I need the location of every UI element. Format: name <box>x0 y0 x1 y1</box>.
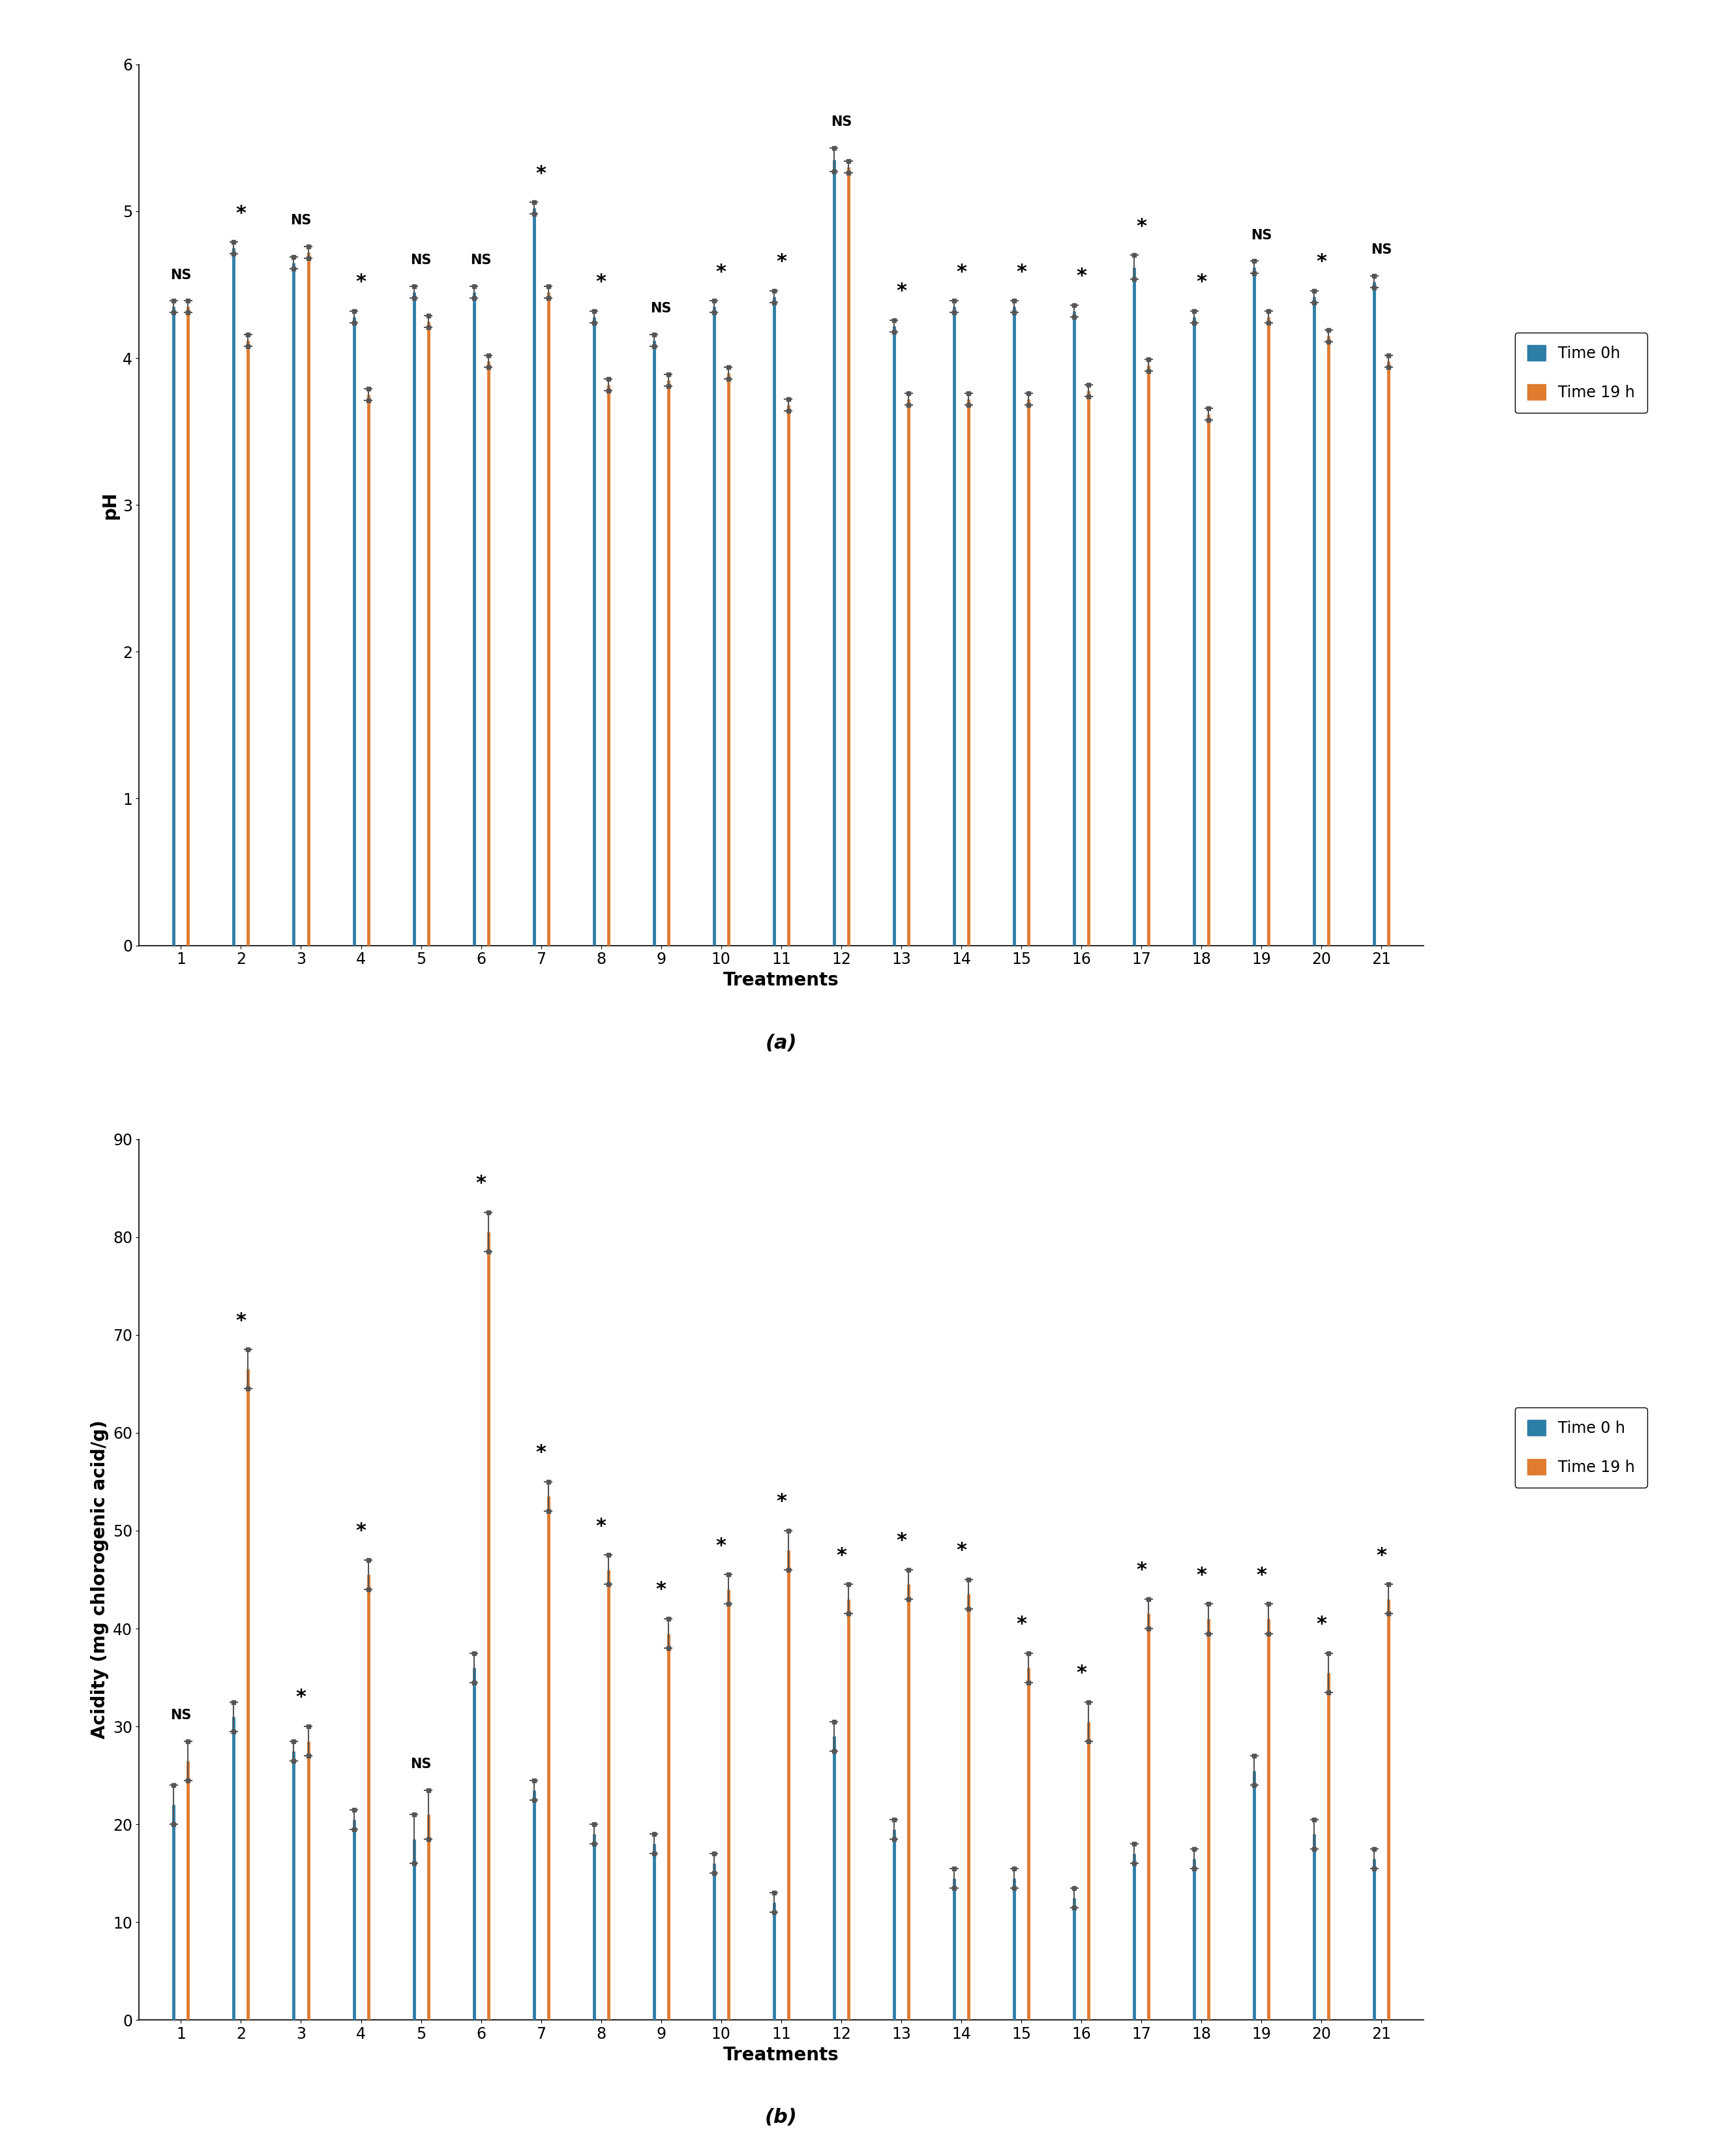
Text: *: * <box>1316 251 1326 271</box>
Legend: Time 0 h, Time 19 h: Time 0 h, Time 19 h <box>1516 1408 1647 1487</box>
Text: *: * <box>536 163 547 183</box>
Text: NS: NS <box>1252 228 1272 243</box>
Text: *: * <box>1076 266 1087 286</box>
Text: NS: NS <box>830 116 852 129</box>
Text: *: * <box>1135 1560 1146 1580</box>
Text: *: * <box>656 1580 667 1599</box>
Text: *: * <box>1196 1567 1207 1584</box>
Text: NS: NS <box>470 254 491 266</box>
Text: *: * <box>595 1517 606 1537</box>
Text: *: * <box>837 1547 847 1564</box>
Text: NS: NS <box>170 1708 191 1721</box>
X-axis label: Treatments: Treatments <box>724 971 838 989</box>
Text: *: * <box>356 273 366 292</box>
Text: *: * <box>1316 1614 1326 1633</box>
Text: *: * <box>236 204 247 223</box>
Text: *: * <box>595 273 606 292</box>
Text: *: * <box>896 1532 906 1549</box>
Text: *: * <box>957 262 967 282</box>
Text: *: * <box>1135 217 1146 236</box>
Text: *: * <box>1016 262 1026 282</box>
Text: NS: NS <box>170 269 191 282</box>
Text: *: * <box>356 1521 366 1541</box>
Text: *: * <box>1196 273 1207 292</box>
Text: *: * <box>476 1173 486 1193</box>
Text: *: * <box>1257 1567 1267 1584</box>
Legend: Time 0h, Time 19 h: Time 0h, Time 19 h <box>1516 333 1647 413</box>
Text: NS: NS <box>1371 243 1392 256</box>
X-axis label: Treatments: Treatments <box>724 2046 838 2063</box>
Text: *: * <box>295 1689 306 1706</box>
Text: *: * <box>236 1311 247 1330</box>
Y-axis label: pH: pH <box>101 490 120 518</box>
Text: *: * <box>776 251 786 271</box>
Text: NS: NS <box>410 1758 432 1771</box>
Text: *: * <box>1377 1547 1387 1564</box>
Text: *: * <box>715 1537 726 1556</box>
Text: *: * <box>957 1541 967 1560</box>
Text: *: * <box>1076 1663 1087 1683</box>
Text: NS: NS <box>651 303 672 316</box>
Text: NS: NS <box>290 215 311 228</box>
Text: *: * <box>715 262 726 282</box>
Text: *: * <box>536 1444 547 1461</box>
Y-axis label: Acidity (mg chlorogenic acid/g): Acidity (mg chlorogenic acid/g) <box>90 1420 109 1739</box>
Text: (b): (b) <box>766 2108 797 2128</box>
Text: (a): (a) <box>766 1034 797 1053</box>
Text: *: * <box>776 1491 786 1511</box>
Text: NS: NS <box>410 254 432 266</box>
Text: *: * <box>1016 1614 1026 1633</box>
Text: *: * <box>896 282 906 301</box>
